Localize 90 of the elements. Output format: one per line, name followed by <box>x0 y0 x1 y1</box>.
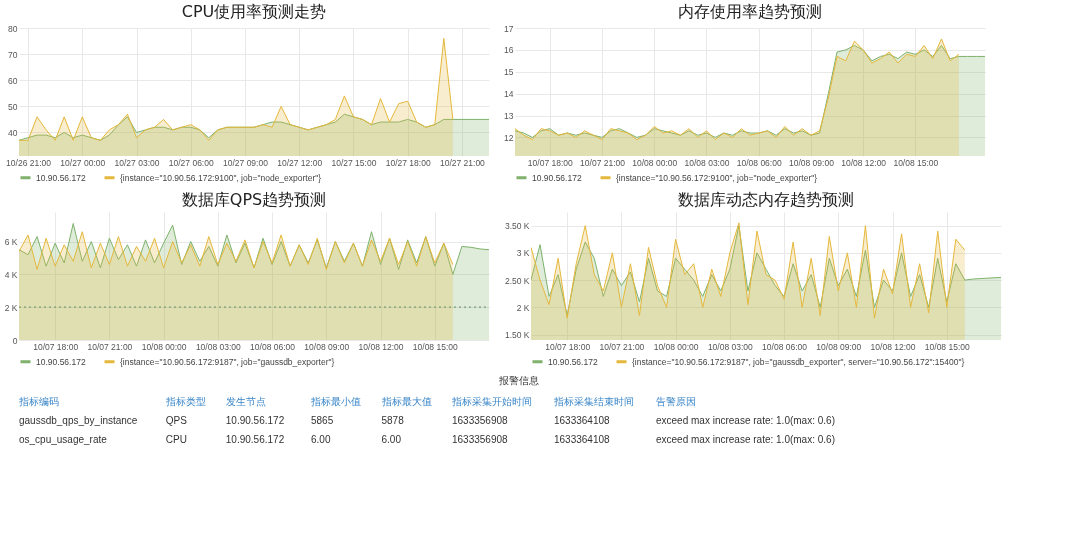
x-tick-label: 10/07 21:00 <box>87 341 133 352</box>
x-tick-label: 10/26 21:00 <box>6 157 52 168</box>
x-tick-label: 10/08 06:00 <box>762 341 808 352</box>
y-tick-label: 15 <box>504 67 514 78</box>
text: 5878 <box>381 415 405 426</box>
x-tick-label: 10/08 12:00 <box>358 341 404 352</box>
text: 6.00 <box>311 434 331 446</box>
text: 1633356908 <box>452 434 509 446</box>
x-tick-label: 10/08 09:00 <box>304 341 350 352</box>
x-tick-label: 10/08 12:00 <box>841 157 887 168</box>
x-tick-label: 10/08 00:00 <box>632 157 678 168</box>
y-tick-label: 2 K <box>4 302 18 313</box>
x-tick-label: 10/27 03:00 <box>114 157 160 168</box>
x-tick-label: 10/27 18:00 <box>385 157 431 168</box>
y-tick-label: 40 <box>8 127 18 138</box>
text: QPS <box>165 415 188 426</box>
category-label: 指标采集结束时间 <box>553 395 634 407</box>
y-tick-label: 17 <box>504 23 514 34</box>
x-tick-label: 10/08 06:00 <box>736 157 782 168</box>
y-tick-label: 3.50 K <box>504 221 530 232</box>
chart-title: 数据库QPS趋势预测 <box>181 190 327 209</box>
y-tick-label: 2.50 K <box>504 275 530 286</box>
chart-title: 内存使用率趋势预测 <box>678 2 822 21</box>
text: 10.90.56.172 <box>225 434 285 446</box>
x-tick-label: 10/07 21:00 <box>580 157 626 168</box>
x-tick-label: 10/08 03:00 <box>707 341 754 352</box>
text: 1633364108 <box>554 415 611 426</box>
text: CPU <box>165 434 187 446</box>
x-tick-label: 10/08 12:00 <box>870 341 916 352</box>
legend-label: 10.90.56.172 <box>548 356 598 367</box>
y-tick-label: 1.50 K <box>504 330 530 341</box>
y-tick-label: 4 K <box>4 269 18 280</box>
text: exceed max increase rate: 1.0(max: 0.6) <box>656 434 835 446</box>
x-tick-label: 10/08 03:00 <box>195 341 242 352</box>
legend-label: {instance="10.90.56.172:9187", job="gaussdb_exporter", server="10.90.56.172":15400"} <box>632 356 965 367</box>
x-tick-label: 10/08 00:00 <box>653 341 699 352</box>
y-tick-label: 60 <box>8 75 18 86</box>
x-tick-label: 10/08 15:00 <box>412 341 458 352</box>
text: exceed max increase rate: 1.0(max: 0.6) <box>656 415 835 426</box>
y-tick-label: 13 <box>504 111 514 122</box>
x-tick-label: 10/08 15:00 <box>924 341 970 352</box>
x-tick-label: 10/27 06:00 <box>168 157 214 168</box>
category-label: 指标采集开始时间 <box>451 395 532 407</box>
y-tick-label: 3 K <box>516 248 530 259</box>
x-tick-label: 10/07 18:00 <box>33 341 79 352</box>
legend-label: {instance="10.90.56.172:9187", job="gaussdb_exporter"} <box>120 356 335 367</box>
y-tick-label: 2 K <box>516 302 530 313</box>
legend-label: 10.90.56.172 <box>36 356 86 367</box>
text: 6.00 <box>381 434 402 446</box>
x-tick-label: 10/08 06:00 <box>250 341 296 352</box>
category-label: 发生节点 <box>225 395 266 407</box>
x-tick-label: 10/08 00:00 <box>141 341 187 352</box>
x-tick-label: 10/27 12:00 <box>277 157 323 168</box>
chart-title: CPU使用率预测走势 <box>181 2 327 21</box>
y-tick-label: 80 <box>8 23 18 34</box>
chart-title: 数据库动态内存趋势预测 <box>678 190 854 209</box>
y-tick-label: 6 K <box>4 237 18 248</box>
category-label: 指标最大值 <box>380 395 432 407</box>
legend-label: {instance="10.90.56.172:9100", job="node_exporter"} <box>120 172 322 183</box>
text: 5865 <box>311 415 334 426</box>
x-tick-label: 10/07 18:00 <box>527 157 574 168</box>
legend-label: 10.90.56.172 <box>36 172 86 183</box>
text: 1633364108 <box>554 434 611 446</box>
x-tick-label: 10/07 21:00 <box>599 341 645 352</box>
legend-label: 10.90.56.172 <box>532 172 582 183</box>
category-label: 指标类型 <box>164 395 206 407</box>
y-tick-label: 12 <box>504 132 514 143</box>
category-label: 告警原因 <box>656 395 696 407</box>
x-tick-label: 10/27 15:00 <box>331 157 377 168</box>
x-tick-label: 10/07 18:00 <box>545 341 591 352</box>
y-tick-label: 16 <box>504 45 514 56</box>
x-tick-label: 10/27 21:00 <box>439 157 486 168</box>
y-tick-label: 14 <box>504 89 514 100</box>
text: 10.90.56.172 <box>225 415 285 426</box>
y-tick-label: 0 <box>12 335 18 346</box>
text: gaussdb_qps_by_instance <box>19 415 138 426</box>
x-tick-label: 10/08 09:00 <box>788 157 835 168</box>
x-tick-label: 10/08 15:00 <box>893 157 939 168</box>
text: os_cpu_usage_rate <box>19 434 108 446</box>
text: 报警信息 <box>498 375 539 386</box>
x-tick-label: 10/27 09:00 <box>223 157 269 168</box>
x-tick-label: 10/08 09:00 <box>816 341 862 352</box>
text: 1633356908 <box>452 415 509 426</box>
category-label: 指标最小值 <box>310 395 361 407</box>
x-tick-label: 10/27 00:00 <box>60 157 106 168</box>
y-tick-label: 70 <box>8 49 18 60</box>
category-label: 指标编码 <box>18 395 59 407</box>
legend-label: {instance="10.90.56.172:9100", job="node_exporter"} <box>616 172 818 183</box>
y-tick-label: 50 <box>8 101 18 112</box>
x-tick-label: 10/08 03:00 <box>684 157 730 168</box>
